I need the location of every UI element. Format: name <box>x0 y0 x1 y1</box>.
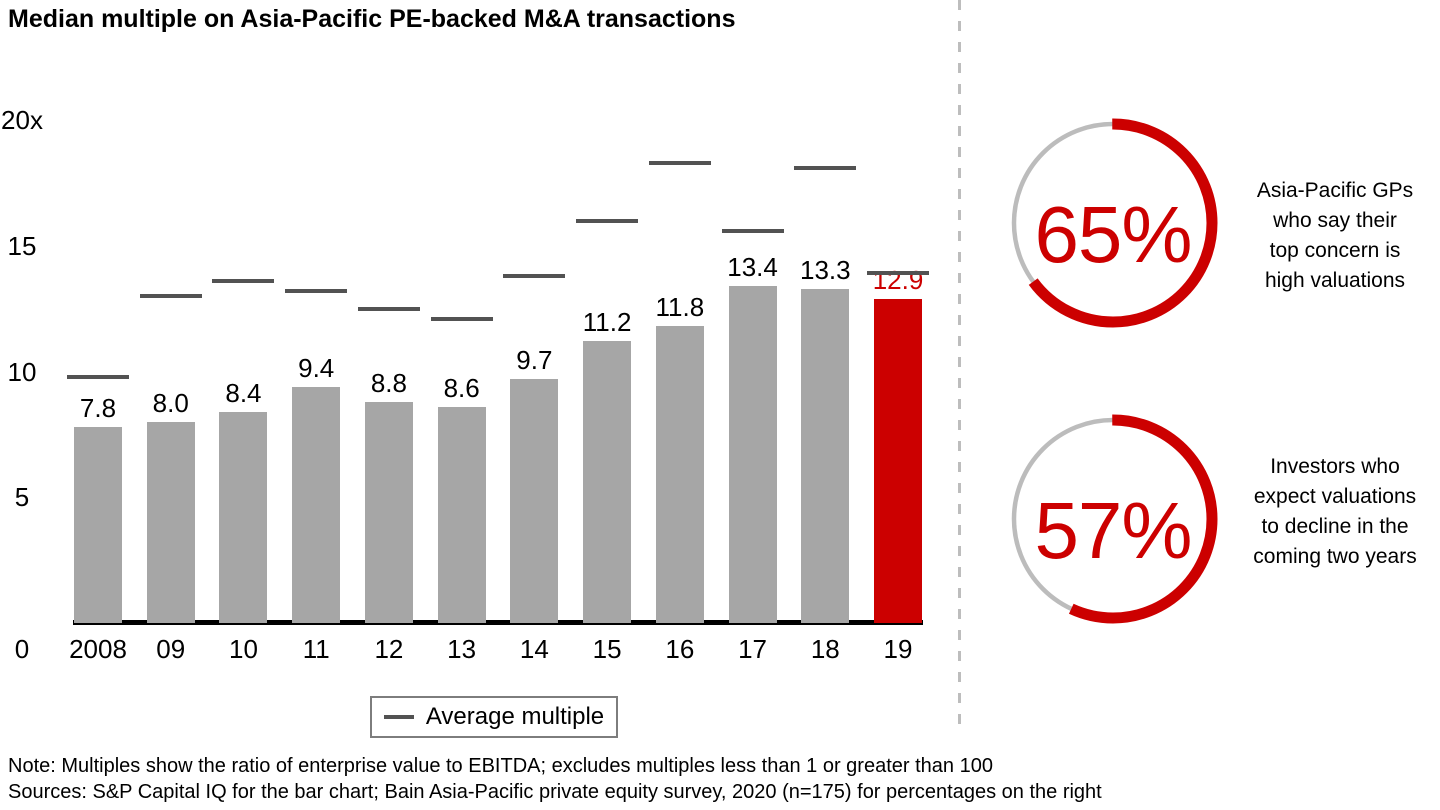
average-multiple-tick <box>721 228 784 233</box>
stat-description: Asia-Pacific GPs who say their top conce… <box>1256 179 1414 292</box>
donut-arc <box>1008 414 1218 624</box>
average-multiple-tick <box>357 306 420 311</box>
x-axis-label: 14 <box>519 634 549 664</box>
bar-15 <box>583 341 632 623</box>
stat-value: 57% <box>1034 486 1192 575</box>
bar-value-label: 9.7 <box>516 345 553 376</box>
donut-ring-icon <box>1008 118 1218 328</box>
sources-line: Sources: S&P Capital IQ for the bar char… <box>8 781 1102 803</box>
bar-value-label: 7.8 <box>79 392 117 423</box>
x-axis-line <box>73 620 923 625</box>
y-tick-label: 5 <box>14 482 30 513</box>
bar-14 <box>510 379 559 623</box>
bar-10 <box>219 411 268 623</box>
y-tick-label: 20x <box>1 105 43 135</box>
x-axis-label: 10 <box>228 634 258 664</box>
legend: Average multiple <box>370 696 618 738</box>
x-axis-label: 17 <box>738 634 768 664</box>
y-tick-label: 10 <box>7 356 37 387</box>
bar-value-label: 13.3 <box>799 254 851 285</box>
bar-value-label: 11.2 <box>582 307 632 338</box>
average-line-swatch-icon <box>383 715 414 719</box>
bar-2008 <box>74 426 122 623</box>
bar-value-label: 8.6 <box>443 372 480 403</box>
average-multiple-tick <box>212 278 275 283</box>
bar-value-label: 13.4 <box>727 251 778 282</box>
x-axis-label: 15 <box>592 634 622 664</box>
x-axis-label: 12 <box>374 634 404 664</box>
average-multiple-tick <box>430 316 493 321</box>
donut-chart-bottom: 57% <box>1008 414 1218 624</box>
donut-arc <box>1008 118 1218 328</box>
x-axis-label: 18 <box>810 634 840 664</box>
bar-value-label: 8.8 <box>370 367 407 398</box>
stat-value: 65% <box>1034 190 1192 279</box>
average-multiple-tick <box>503 273 566 278</box>
average-multiple-tick <box>648 160 711 165</box>
x-axis-label: 09 <box>156 634 186 664</box>
stat-description: Investors who expect valuations to decli… <box>1253 455 1417 568</box>
average-multiple-tick <box>794 165 857 170</box>
bar-16 <box>655 326 704 623</box>
average-multiple-tick <box>67 374 129 379</box>
bar-11 <box>292 386 341 623</box>
legend-label: Average multiple <box>425 703 605 730</box>
average-multiple-tick <box>139 294 202 299</box>
bar-13 <box>437 406 486 623</box>
x-axis-label: 2008 <box>69 634 127 664</box>
average-multiple-tick <box>867 271 930 276</box>
x-axis-label: 11 <box>302 634 330 664</box>
bar-value-label: 8.4 <box>225 377 262 408</box>
bar-19 <box>874 298 923 623</box>
bar-09 <box>146 421 195 623</box>
average-multiple-tick <box>576 218 639 223</box>
bar-value-label: 12.9 <box>872 264 924 295</box>
bar-value-label: 11.8 <box>655 292 705 323</box>
donut-ring-icon <box>1008 414 1218 624</box>
note-line: Note: Multiples show the ratio of enterp… <box>8 755 993 777</box>
x-axis-label: 13 <box>447 634 477 664</box>
x-axis-label: 19 <box>883 634 913 664</box>
bar-value-label: 8.0 <box>152 387 189 418</box>
bar-17 <box>728 285 777 623</box>
section-divider <box>958 0 961 733</box>
chart-title: Median multiple on Asia-Pacific PE-backe… <box>8 5 736 33</box>
x-axis-label: 16 <box>665 634 695 664</box>
y-tick-label: 15 <box>7 230 37 261</box>
bar-value-label: 9.4 <box>298 352 335 383</box>
footnotes: Note: Multiples show the ratio of enterp… <box>8 753 1102 805</box>
y-tick-label: 0 <box>14 634 30 664</box>
donut-chart-top: 65% <box>1008 118 1218 328</box>
bar-18 <box>801 288 850 623</box>
bar-12 <box>364 401 413 623</box>
average-multiple-tick <box>285 289 348 294</box>
